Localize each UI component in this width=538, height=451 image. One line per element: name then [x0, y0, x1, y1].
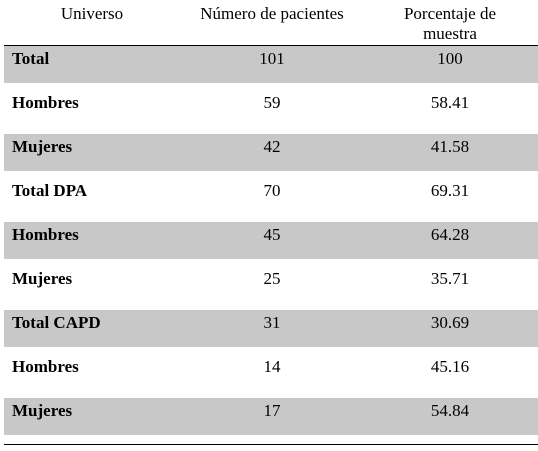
cell-value: 14	[263, 357, 281, 376]
row-band	[4, 398, 538, 435]
cell-value: 17	[263, 401, 281, 420]
row-band	[4, 310, 538, 347]
cell-value: 31	[263, 313, 281, 332]
cell-value: 45.16	[430, 357, 470, 376]
header-rule	[4, 45, 538, 46]
cell-value: 58.41	[430, 93, 470, 112]
cell-value: 42	[263, 137, 281, 156]
row-label: Hombres	[12, 225, 79, 244]
bottom-rule	[4, 444, 538, 445]
header-cell: Porcentaje de muestra	[403, 4, 497, 43]
cell-value: 30.69	[430, 313, 470, 332]
cell-value: 35.71	[430, 269, 470, 288]
cell-value: 64.28	[430, 225, 470, 244]
cell-value: 25	[263, 269, 281, 288]
row-label: Hombres	[12, 93, 79, 112]
row-label: Mujeres	[12, 137, 73, 156]
cell-value: 70	[263, 181, 281, 200]
row-band	[4, 46, 538, 83]
row-label: Total DPA	[12, 181, 88, 200]
cell-value: 59	[263, 93, 281, 112]
row-label: Total	[12, 49, 50, 68]
row-label: Mujeres	[12, 401, 73, 420]
cell-value: 54.84	[430, 401, 470, 420]
cell-value: 101	[259, 49, 285, 68]
row-band	[4, 134, 538, 171]
header-cell: Universo	[60, 4, 124, 23]
cell-value: 69.31	[430, 181, 470, 200]
cell-value: 41.58	[430, 137, 470, 156]
row-label: Total CAPD	[12, 313, 101, 332]
row-band	[4, 222, 538, 259]
row-label: Hombres	[12, 357, 79, 376]
header-cell: Número de pacientes	[200, 4, 344, 23]
cell-value: 45	[263, 225, 281, 244]
row-label: Mujeres	[12, 269, 73, 288]
cell-value: 100	[437, 49, 463, 68]
